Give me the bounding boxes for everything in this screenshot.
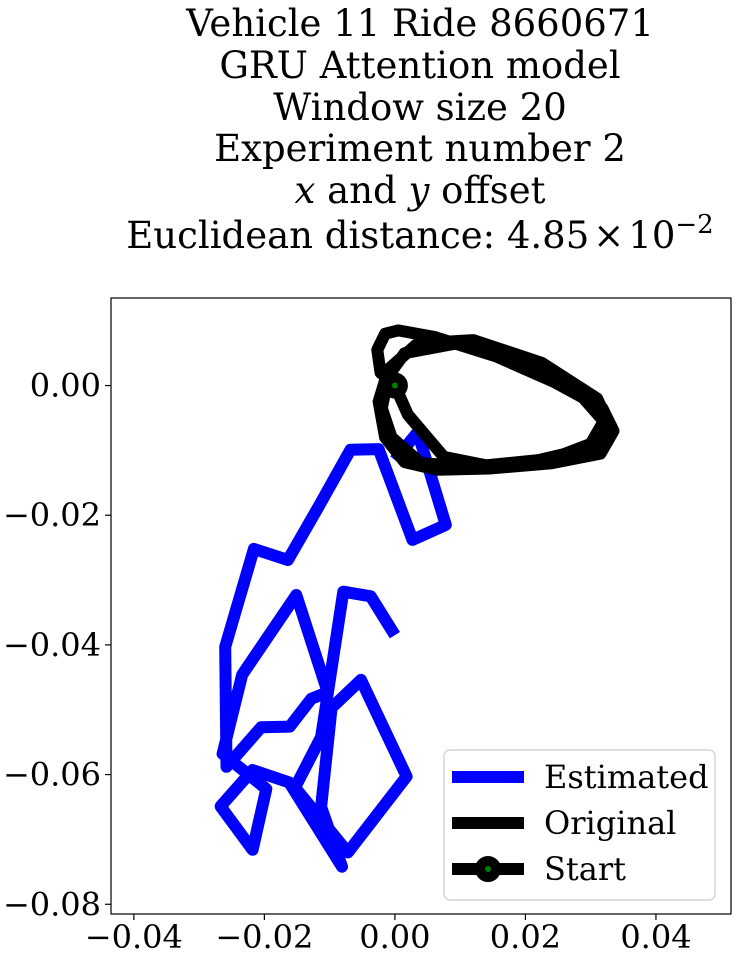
title-y-var: y: [407, 169, 431, 212]
title-dist-exponent: −2: [675, 210, 713, 240]
series-start-marker: [381, 372, 408, 399]
plot-area: [214, 324, 620, 873]
y-tick-label: −0.06: [3, 756, 101, 794]
title-line-4: Experiment number 2: [214, 127, 626, 170]
legend-start-marker: [475, 856, 501, 882]
title-dist-mantissa: 4.85: [507, 214, 589, 257]
y-tick-label: 0.00: [30, 367, 101, 405]
legend-original-label: Original: [544, 804, 676, 842]
title-offset: offset: [429, 169, 545, 212]
legend-estimated-label: Estimated: [544, 758, 709, 796]
title-dist-prefix: Euclidean distance:: [126, 214, 507, 257]
legend: Estimated Original Start: [443, 749, 716, 901]
series-estimated-line: [214, 426, 452, 873]
x-tick-label: 0.02: [490, 918, 561, 956]
title-and: and: [315, 169, 408, 212]
x-tick-label: −0.04: [85, 918, 183, 956]
title-dist-base: 10: [628, 214, 675, 257]
title-line-1: Vehicle 11 Ride 8660671: [185, 2, 654, 45]
title-line-5: x and y offset: [295, 169, 546, 212]
x-tick-label: 0.04: [620, 918, 691, 956]
plot-frame: [110, 297, 732, 915]
y-tick-label: −0.08: [3, 885, 101, 923]
x-tick-label: 0.00: [359, 918, 430, 956]
x-tick-label: −0.02: [215, 918, 313, 956]
series-group: [214, 324, 620, 873]
title-line-6: Euclidean distance: 4.85 × 10−2: [126, 210, 713, 257]
chart-title: Vehicle 11 Ride 8660671 GRU Attention mo…: [126, 2, 713, 257]
legend-box: [443, 749, 716, 901]
title-x-var: x: [295, 169, 316, 212]
title-line-2: GRU Attention model: [219, 44, 620, 87]
y-tick-label: −0.02: [3, 496, 101, 534]
title-dist-times: ×: [593, 214, 624, 257]
title-line-3: Window size 20: [273, 86, 567, 129]
legend-start-label: Start: [544, 850, 626, 888]
y-tick-label: −0.04: [3, 626, 101, 664]
axes: −0.04 −0.02 0.00 0.02 0.040.00−0.02−0.04−0.0…: [3, 297, 732, 956]
series-original-line: [371, 324, 620, 476]
